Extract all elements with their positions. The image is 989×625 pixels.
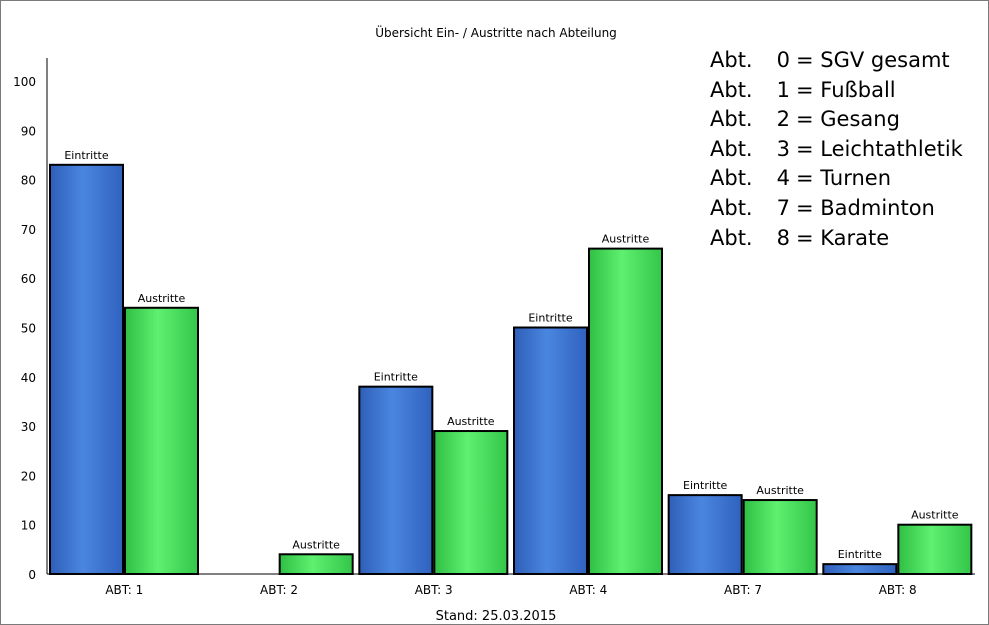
legend-number: 0 — [776, 48, 790, 72]
bar-eintritte — [513, 326, 588, 575]
data-label: Austritte — [602, 233, 650, 246]
legend-prefix: Abt. — [710, 77, 753, 102]
x-tick-label: ABT: 8 — [879, 583, 917, 597]
bars: Eintritte Austritte Austritte Eintritte Aust… — [49, 149, 973, 576]
legend-number: 2 — [776, 107, 790, 132]
y-tick-label: 30 — [21, 420, 36, 434]
bar-austritte — [897, 523, 973, 576]
y-tick-label: 40 — [21, 371, 36, 385]
bar-austritte — [588, 247, 663, 575]
legend-text: = Fußball — [796, 77, 896, 102]
legend: Abt. 0 = SGV gesamt Abt. 1 = Fußball Abt. 2 = Ge… — [710, 46, 963, 253]
chart-footer: Stand: 25.03.2015 — [436, 609, 557, 624]
bar-austritte — [278, 553, 354, 576]
bar-austritte — [742, 499, 818, 575]
legend-text: = Leichtathletik — [796, 136, 963, 161]
legend-text: = Karate — [796, 225, 890, 250]
legend-prefix: Abt. — [710, 107, 753, 132]
legend-text: = SGV gesamt — [796, 48, 950, 72]
y-tick-label: 50 — [21, 322, 36, 336]
legend-prefix: Abt. — [710, 166, 753, 191]
legend-number: 1 — [776, 77, 790, 102]
legend-entry: Abt. 1 = Fußball — [710, 76, 963, 106]
data-label: Eintritte — [64, 149, 108, 162]
legend-entry: Abt. 0 = SGV gesamt — [710, 46, 963, 76]
legend-number: 8 — [776, 225, 790, 250]
data-label: Austritte — [138, 292, 186, 305]
legend-entry: Abt. 3 = Leichtathletik — [710, 135, 963, 165]
chart-title: Übersicht Ein- / Austritte nach Abteilun… — [375, 24, 617, 40]
bar-eintritte — [49, 163, 124, 575]
legend-text: = Gesang — [796, 107, 900, 132]
y-tick-label: 80 — [21, 174, 36, 188]
bar-eintritte — [358, 385, 434, 575]
data-label: Eintritte — [374, 371, 418, 384]
legend-entry: Abt. 2 = Gesang — [710, 105, 963, 135]
legend-prefix: Abt. — [710, 48, 753, 72]
legend-entry: Abt. 8 = Karate — [710, 224, 963, 254]
data-label: Austritte — [447, 415, 495, 428]
bar-austritte — [124, 306, 199, 575]
bar-austritte — [433, 430, 509, 575]
x-tick-label: ABT: 7 — [724, 583, 762, 597]
bar-eintritte — [667, 494, 743, 575]
data-label: Eintritte — [683, 479, 727, 492]
legend-prefix: Abt. — [710, 136, 753, 161]
y-tick-label: 20 — [21, 469, 36, 483]
data-label: Eintritte — [838, 548, 882, 561]
legend-number: 4 — [776, 166, 790, 191]
x-tick-label: ABT: 4 — [569, 583, 607, 597]
data-label: Austritte — [911, 509, 959, 522]
data-label: Austritte — [292, 538, 340, 551]
y-tick-label: 10 — [21, 519, 36, 533]
legend-text: = Badminton — [796, 195, 935, 220]
x-tick-labels: ABT: 1 ABT: 2 ABT: 3 ABT: 4 ABT: 7 ABT: 8 — [105, 583, 916, 597]
legend-text: = Turnen — [796, 166, 892, 191]
legend-prefix: Abt. — [710, 195, 753, 220]
y-tick-label: 90 — [21, 124, 36, 138]
legend-entry: Abt. 4 = Turnen — [710, 164, 963, 194]
legend-entry: Abt. 7 = Badminton — [710, 194, 963, 224]
y-tick-label: 70 — [21, 223, 36, 237]
legend-number: 3 — [776, 136, 790, 161]
y-tick-label: 100 — [13, 75, 36, 89]
y-tick-labels: 0 10 20 30 40 50 60 70 80 90 100 — [13, 75, 36, 582]
data-label: Austritte — [756, 484, 804, 497]
x-tick-label: ABT: 1 — [105, 583, 143, 597]
x-tick-label: ABT: 2 — [260, 583, 298, 597]
legend-prefix: Abt. — [710, 225, 753, 250]
data-label: Eintritte — [528, 312, 572, 325]
legend-number: 7 — [776, 195, 790, 220]
x-tick-label: ABT: 3 — [415, 583, 453, 597]
y-tick-label: 0 — [28, 568, 36, 582]
y-tick-label: 60 — [21, 272, 36, 286]
bar-eintritte — [822, 563, 898, 576]
